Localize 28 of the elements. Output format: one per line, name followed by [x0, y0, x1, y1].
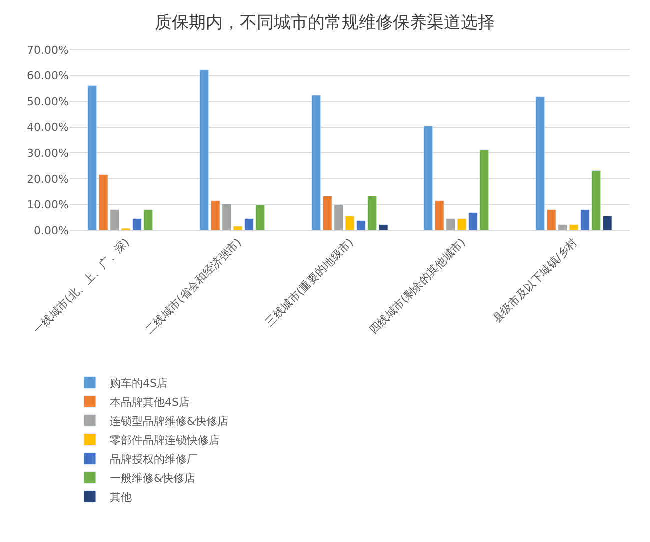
bar [602, 216, 612, 230]
legend-label: 零部件品牌连锁快修店 [110, 434, 220, 448]
y-tick-label: 30.00% [27, 146, 69, 160]
bar [424, 126, 434, 230]
legend-label: 品牌授权的维修厂 [110, 453, 198, 466]
y-tick-label: 60.00% [27, 70, 69, 83]
legend-label: 本品牌其他4S店 [110, 396, 190, 410]
x-tick-label: 三线城市(重要的地级市) [262, 236, 356, 330]
y-tick-label: 0.00% [34, 224, 69, 238]
x-tick-label: 二线城市(省会和经济强市) [143, 236, 244, 337]
legend-label: 购车的4S店 [110, 377, 168, 390]
x-tick-label: 一线城市(北、上、广、深) [31, 236, 132, 337]
bar [378, 224, 388, 230]
x-tick-label: 四线城市(剩余的其他城市) [367, 236, 468, 337]
y-tick-label: 50.00% [27, 95, 69, 108]
x-tick-label: 县级市及以下城镇/乡村 [490, 236, 580, 326]
chart-title: 质保期内，不同城市的常规维修保养渠道选择 [155, 13, 495, 34]
y-tick-label: 10.00% [27, 198, 69, 212]
bar [536, 96, 546, 230]
bar [88, 85, 98, 230]
bar [200, 70, 210, 230]
y-tick-label: 70.00% [27, 44, 69, 57]
legend-label: 其他 [110, 491, 132, 504]
y-tick-label: 20.00% [27, 172, 69, 186]
y-tick-label: 40.00% [27, 121, 69, 134]
bar [312, 95, 322, 230]
legend-label: 一般维修&快修店 [110, 472, 196, 486]
legend-label: 连锁型品牌维修&快修店 [110, 415, 229, 428]
